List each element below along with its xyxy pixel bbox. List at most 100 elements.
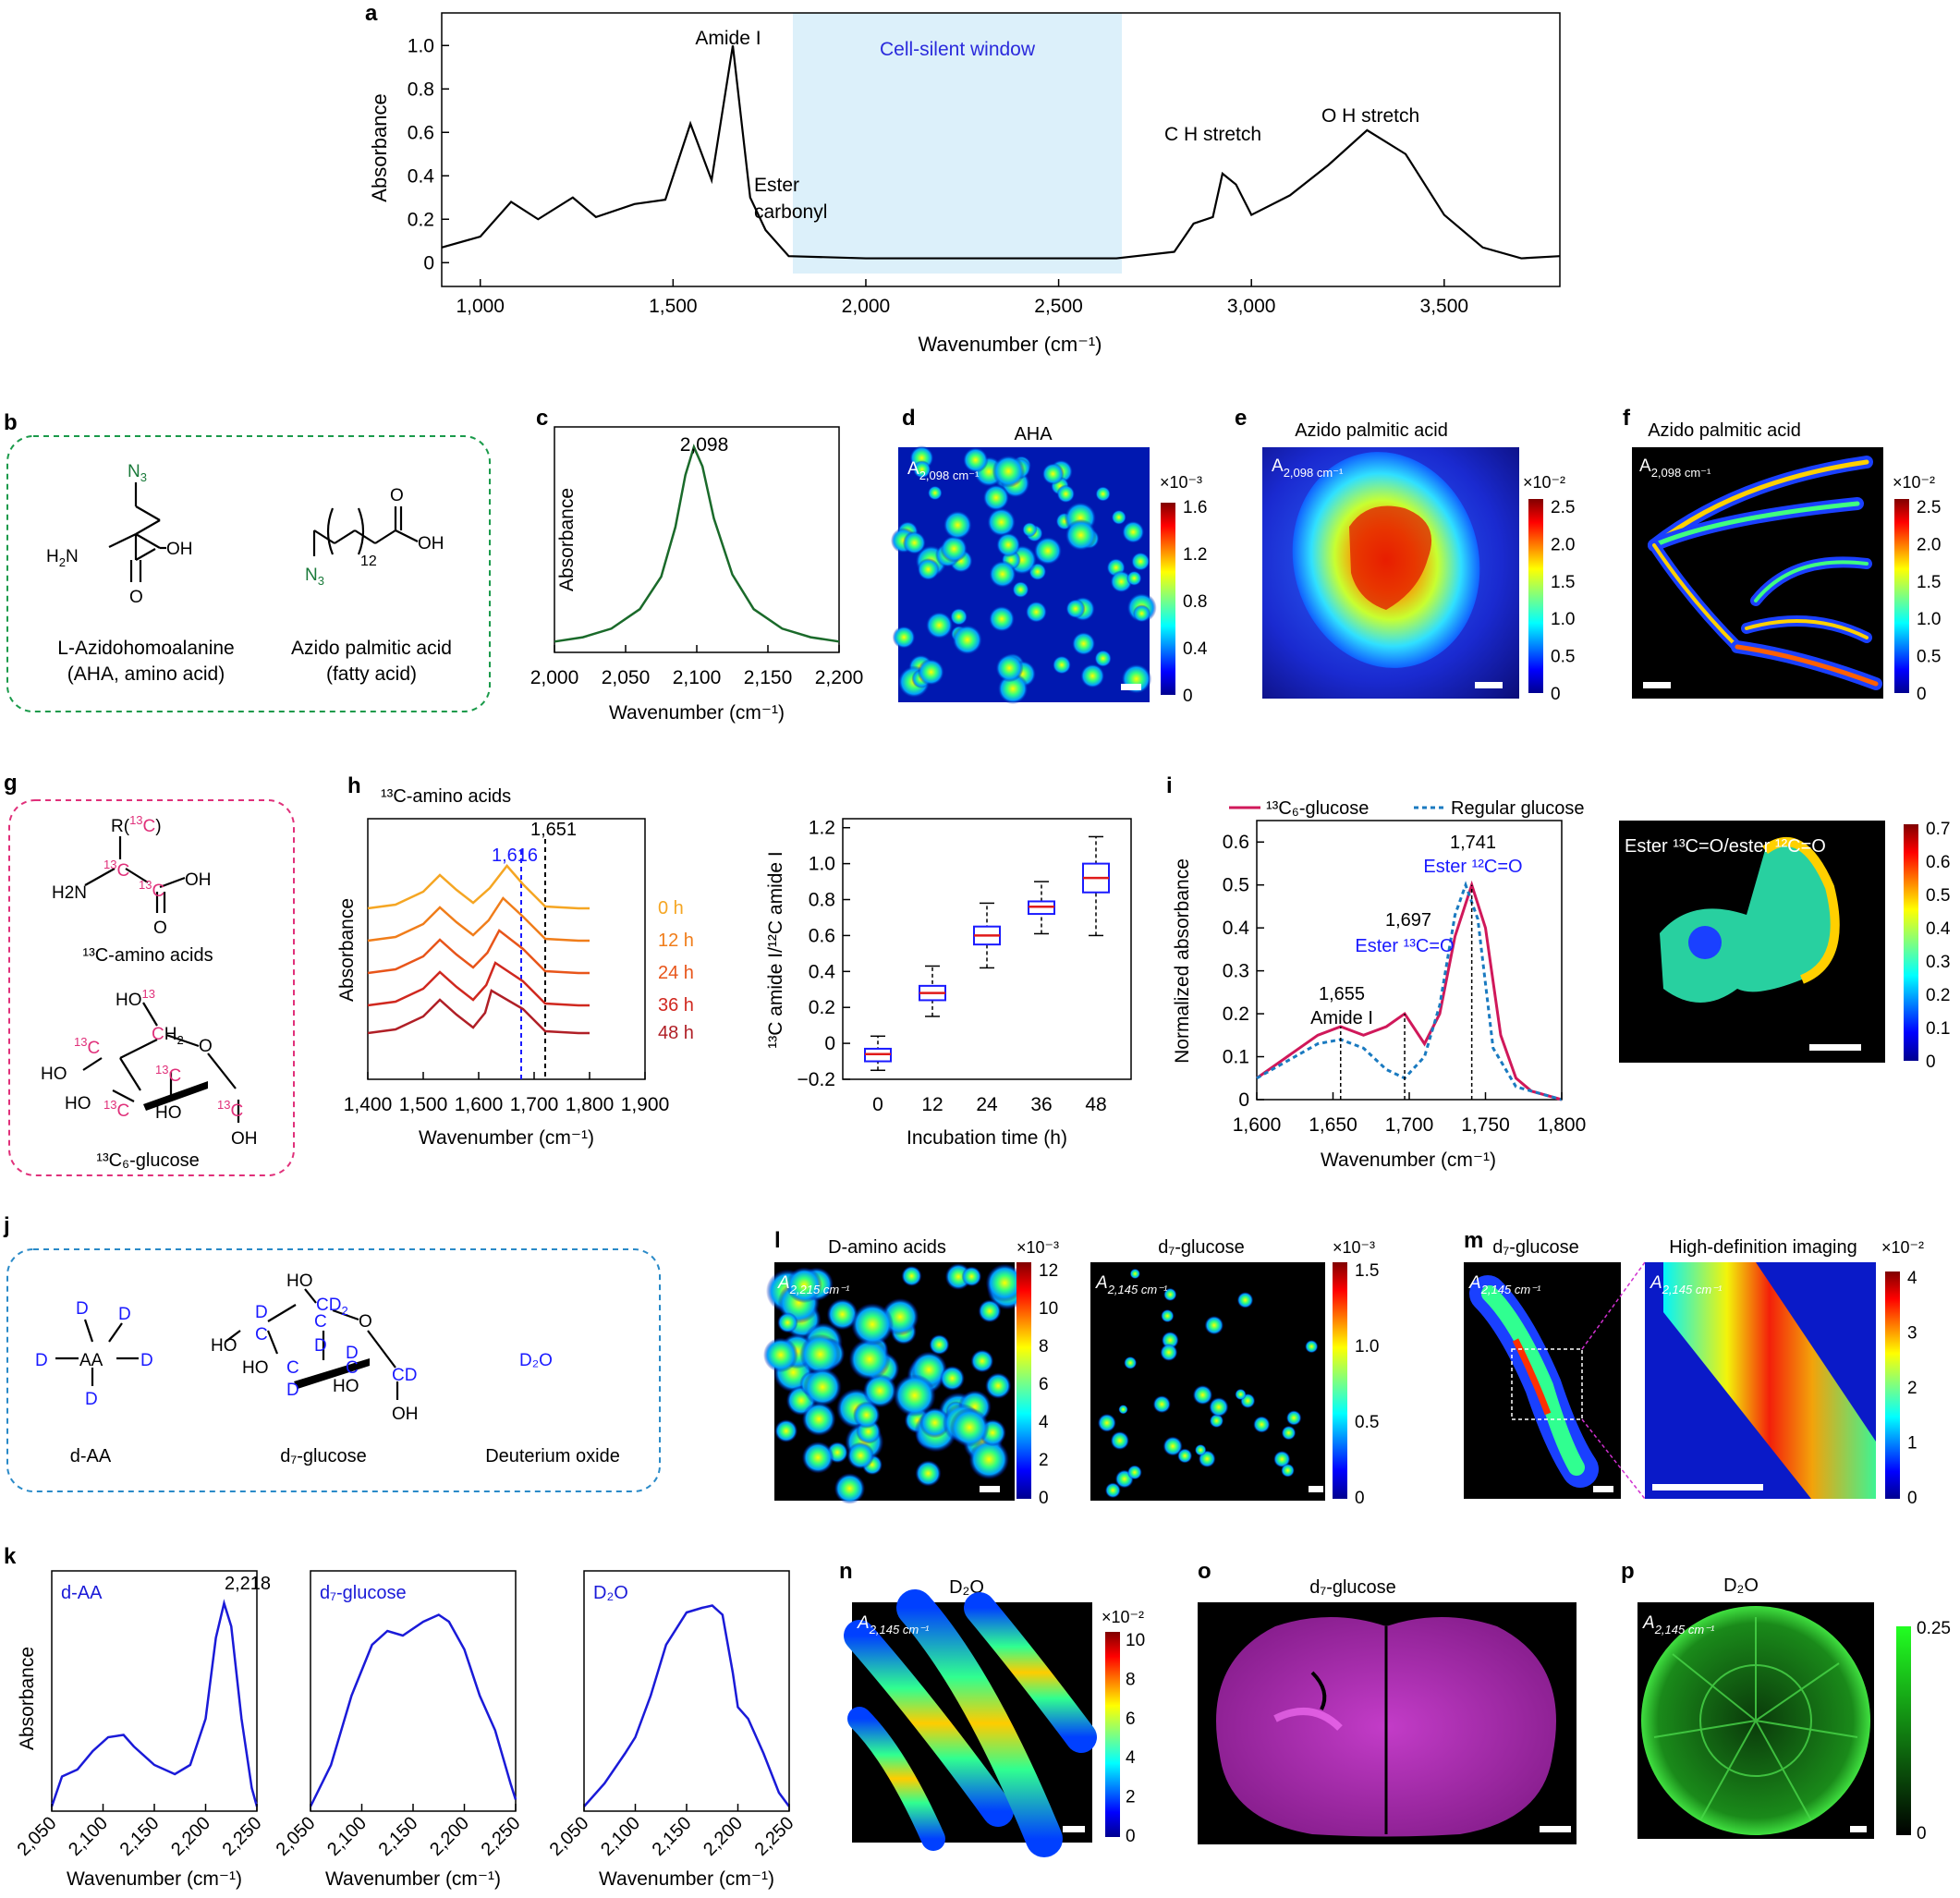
panel-o-letter: o	[1198, 1559, 1211, 1584]
a-xtick-label: 3,500	[1420, 296, 1469, 317]
map-blob	[915, 1460, 942, 1487]
colorbar-tick: 1.0	[1917, 610, 1941, 629]
amide-i-label: Amide I	[1310, 1008, 1373, 1028]
map-blob	[850, 1303, 895, 1346]
a-xtick-label: 2,500	[1034, 296, 1083, 317]
map-blob	[978, 1299, 1002, 1323]
plant-veins	[1653, 1617, 1858, 1821]
c-xtick-label: 2,100	[673, 667, 722, 688]
colorbar-tick: 8	[1126, 1670, 1136, 1689]
map-blob	[892, 626, 916, 650]
map-blob	[1124, 1356, 1138, 1369]
map-label-f: A2,098 cm⁻¹	[1639, 456, 1711, 480]
colorbar-f-scale: ×10⁻²	[1893, 473, 1935, 492]
panel-b-letter: b	[4, 410, 18, 435]
panel-c-ylabel: Absorbance	[556, 488, 578, 591]
panel-i-lines	[1256, 880, 1563, 1101]
map-blob	[1041, 462, 1065, 485]
map-blob	[893, 1374, 936, 1417]
map-label-l1: A2,215 cm⁻¹	[777, 1273, 850, 1296]
d7-ho6: HO	[286, 1271, 313, 1291]
hyphae-strands	[1648, 456, 1882, 690]
box-plot-yticks: −0.2 0 0.2 0.4 0.6 0.8 1.0 1.2	[797, 818, 850, 1090]
map-blob	[862, 1373, 897, 1408]
ester-13c: Ester ¹³C=O	[1355, 936, 1454, 956]
a-ytick-label: 0.6	[408, 122, 434, 143]
d2o-fibers	[844, 1589, 1097, 1857]
k-xlabel: Wavenumber (cm⁻¹)	[325, 1868, 501, 1890]
colorbar-p-max: 0.25	[1917, 1619, 1951, 1638]
colorbar-m-scale: ×10⁻²	[1881, 1238, 1924, 1257]
daa-label: d-AA	[70, 1446, 112, 1466]
c-xtick-label: 2,150	[744, 667, 793, 688]
aha-map-blobs	[890, 445, 1157, 705]
panel-a: a Cell-silent window 1,000 1,500 2,000 2,50…	[365, 1, 1561, 356]
aha-structure	[108, 482, 166, 582]
map-blob	[777, 1312, 798, 1333]
colorbar-tick: 0	[1355, 1489, 1365, 1508]
map-blob	[1126, 570, 1142, 587]
colorbar-tick: 0.3	[1926, 953, 1950, 972]
daa-d2: D	[118, 1305, 131, 1324]
scale-bar-d	[1121, 684, 1141, 690]
k-xlabel: Wavenumber (cm⁻¹)	[599, 1868, 774, 1890]
k-xtick-label: 2,200	[700, 1813, 747, 1860]
g-glc-c4: 13C	[74, 1035, 100, 1058]
panel-i-letter: i	[1166, 773, 1173, 798]
scale-bar-n	[1063, 1826, 1085, 1832]
map-blob	[1253, 1416, 1271, 1433]
d7-ho4: HO	[211, 1336, 237, 1356]
spectrum-line-c	[554, 444, 840, 643]
panel-i-ylabel: Normalized absorbance	[1172, 858, 1193, 1064]
map-blob	[803, 1368, 842, 1406]
map-blob	[1209, 1413, 1224, 1429]
colorbar-tick: 10	[1126, 1631, 1145, 1650]
map-blob	[1192, 1384, 1213, 1405]
g-glc-hoch2: HO13	[116, 987, 155, 1010]
colorbar-tick: 2.0	[1917, 535, 1941, 554]
map-blob	[1104, 1482, 1121, 1499]
map-blob	[1130, 552, 1150, 571]
panel-e-title: Azido palmitic acid	[1295, 420, 1448, 441]
map-blob	[1129, 1268, 1140, 1280]
panel-e-letter: e	[1235, 406, 1247, 431]
apa-sub: (fatty acid)	[326, 663, 417, 685]
apa-name: Azido palmitic acid	[291, 638, 452, 659]
map-blob	[1097, 1413, 1116, 1432]
colorbar-tick: 1.0	[1551, 610, 1575, 629]
hypha-mid	[1481, 1285, 1585, 1476]
panel-j-letter: j	[3, 1213, 10, 1238]
map-blob	[1160, 1344, 1178, 1362]
a-xtick-label: 3,000	[1227, 296, 1276, 317]
colorbar-tick: 1.6	[1183, 498, 1207, 517]
panel-h-title: ¹³C-amino acids	[381, 786, 511, 807]
k-xtick-label: 2,100	[65, 1813, 112, 1860]
map-blob	[1194, 1443, 1207, 1456]
k-xtick-label: 2,050	[546, 1813, 593, 1860]
colorbar-tick: 1.5	[1551, 573, 1575, 592]
c-xtick-label: 2,000	[530, 667, 579, 688]
k-series-label: D₂O	[593, 1583, 628, 1603]
c-xtick-label: 2,050	[602, 667, 651, 688]
aha-oh: OH	[166, 540, 193, 559]
k-xtick-label: 2,250	[219, 1813, 266, 1860]
g-aa-o: O	[153, 919, 167, 938]
panel-h: h ¹³C-amino acids 1,616 1,651 0 h 12 h 24 …	[336, 773, 694, 1149]
g-glc-label: ¹³C₆-glucose	[96, 1150, 199, 1171]
map-blob	[943, 510, 973, 541]
map-blob	[970, 1349, 994, 1373]
ratio-map-title: Ester ¹³C=O/ester ¹²C=O	[1625, 836, 1826, 857]
map-blob	[1209, 1397, 1229, 1417]
map-blob	[1281, 1463, 1295, 1478]
colorbar-tick: 0.4	[1183, 639, 1208, 659]
zoom-line-bottom	[1581, 1418, 1646, 1500]
map-blob	[929, 1334, 950, 1356]
k-xtick-label: 2,050	[273, 1813, 320, 1860]
panel-a-xticks: 1,000 1,500 2,000 2,500 3,000 3,500	[456, 279, 1468, 317]
d7-c2: C	[346, 1358, 359, 1378]
h-time-label: 24 h	[658, 963, 694, 983]
colorbar-tick: 4	[1039, 1413, 1049, 1432]
i-ytick-label: 0.2	[1223, 1004, 1249, 1025]
map-blob	[985, 1372, 1012, 1399]
map-blob	[1012, 580, 1029, 599]
